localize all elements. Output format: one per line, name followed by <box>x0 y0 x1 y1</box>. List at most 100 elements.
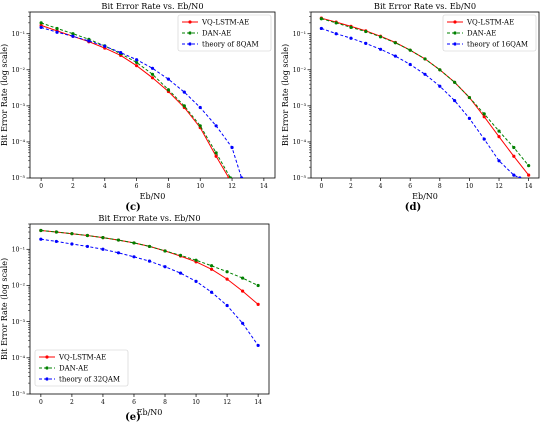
data-point <box>132 255 136 259</box>
x-tick-label: 14 <box>260 183 268 190</box>
x-tick-label: 2 <box>349 183 353 190</box>
data-point <box>408 62 412 67</box>
data-point <box>39 25 43 29</box>
data-point <box>497 129 501 133</box>
data-point <box>70 242 74 246</box>
data-point <box>453 98 457 103</box>
data-point <box>150 76 155 80</box>
legend-marker <box>188 31 192 35</box>
data-point <box>393 54 397 58</box>
x-tick-label: 8 <box>166 183 170 190</box>
data-point <box>39 237 43 241</box>
series-1 <box>39 21 233 178</box>
data-point <box>55 26 59 31</box>
legend-marker <box>45 355 49 359</box>
series-1 <box>39 228 260 288</box>
data-point <box>364 29 368 34</box>
x-tick-label: 14 <box>254 399 262 406</box>
y-tick-label: 10⁻⁴ <box>12 355 26 362</box>
data-point <box>225 277 229 281</box>
x-tick-label: 0 <box>39 183 43 190</box>
data-point <box>214 124 218 128</box>
data-point <box>453 80 457 84</box>
y-tick-label: 10⁻² <box>293 67 307 74</box>
data-point <box>178 271 183 275</box>
x-tick-label: 8 <box>438 183 442 190</box>
data-point <box>225 270 229 274</box>
legend-box <box>442 14 537 52</box>
data-point <box>134 58 139 62</box>
x-tick-label: 6 <box>408 183 412 190</box>
y-tick-label: 10⁻⁵ <box>12 391 26 398</box>
data-point <box>182 104 186 108</box>
legend-marker <box>45 366 49 370</box>
data-point <box>378 35 383 39</box>
x-tick-label: 10 <box>196 183 204 190</box>
x-tick-label: 6 <box>135 183 139 190</box>
series-2 <box>39 237 260 348</box>
legend-label: theory of 32QAM <box>59 375 120 383</box>
data-point <box>71 34 75 38</box>
data-point <box>423 57 427 61</box>
x-tick-label: 12 <box>495 183 503 190</box>
data-point <box>101 236 105 240</box>
data-point <box>241 276 245 280</box>
data-point <box>393 41 397 45</box>
panel-label: (d) <box>405 202 421 213</box>
data-point <box>182 90 186 94</box>
data-point <box>512 154 516 158</box>
data-point <box>438 68 442 72</box>
data-point <box>85 233 90 238</box>
plot-frame <box>29 223 270 395</box>
data-point <box>512 173 516 177</box>
y-axis-label: Bit Error Rate (log scale) <box>0 258 9 360</box>
legend-marker <box>45 377 49 381</box>
data-point <box>147 259 152 263</box>
y-tick-label: 10⁻¹ <box>12 31 25 38</box>
x-tick-label: 10 <box>192 399 200 406</box>
legend-box <box>177 14 272 52</box>
legend-box <box>34 349 129 387</box>
data-point <box>256 283 260 288</box>
series-2 <box>319 26 522 178</box>
data-point <box>198 105 202 110</box>
series-line-1 <box>40 230 259 286</box>
x-tick-label: 12 <box>223 399 231 406</box>
series-1 <box>319 17 531 168</box>
data-point <box>527 164 531 168</box>
data-point <box>319 26 323 31</box>
data-point <box>334 32 338 36</box>
data-point <box>467 116 472 120</box>
data-point <box>214 151 218 155</box>
y-tick-label: 10⁻⁵ <box>293 175 307 182</box>
series-2 <box>39 25 244 178</box>
data-point <box>225 303 229 308</box>
data-point <box>116 251 121 255</box>
data-point <box>54 239 58 244</box>
legend-marker <box>453 42 457 46</box>
y-tick-label: 10⁻³ <box>12 103 26 110</box>
y-tick-label: 10⁻⁴ <box>12 139 26 146</box>
data-point <box>119 50 123 55</box>
y-tick-label: 10⁻² <box>12 283 26 290</box>
chart-title: Bit Error Rate vs. Eb/N0 <box>98 213 200 223</box>
series-line-2 <box>40 238 259 346</box>
data-point <box>116 238 121 242</box>
x-tick-label: 10 <box>466 183 474 190</box>
legend-marker <box>453 20 457 24</box>
chart-panel-0: Bit Error Rate vs. Eb/N0 0 2 4 6 8 10 12 14 10⁻¹ 1… <box>0 1 276 213</box>
legend: VQ-LSTM-AE DAN-AE theory of 32QAM <box>34 349 129 387</box>
legend: VQ-LSTM-AE DAN-AE theory of 8QAM <box>177 14 272 52</box>
data-point <box>70 232 74 236</box>
legend-label: DAN-AE <box>59 364 88 372</box>
chart-panel-1: Bit Error Rate vs. Eb/N0 0 2 4 6 8 10 12 14 10⁻¹ 1… <box>281 1 540 213</box>
panel-label: (c) <box>125 202 141 213</box>
x-tick-label: 12 <box>228 183 236 190</box>
x-tick-label: 0 <box>319 183 323 190</box>
data-point <box>319 17 323 21</box>
legend-label: DAN-AE <box>467 29 496 37</box>
data-point <box>334 21 338 25</box>
legend-label: VQ-LSTM-AE <box>466 18 514 26</box>
data-point <box>239 176 244 178</box>
x-axis-label: Eb/N0 <box>140 192 166 201</box>
